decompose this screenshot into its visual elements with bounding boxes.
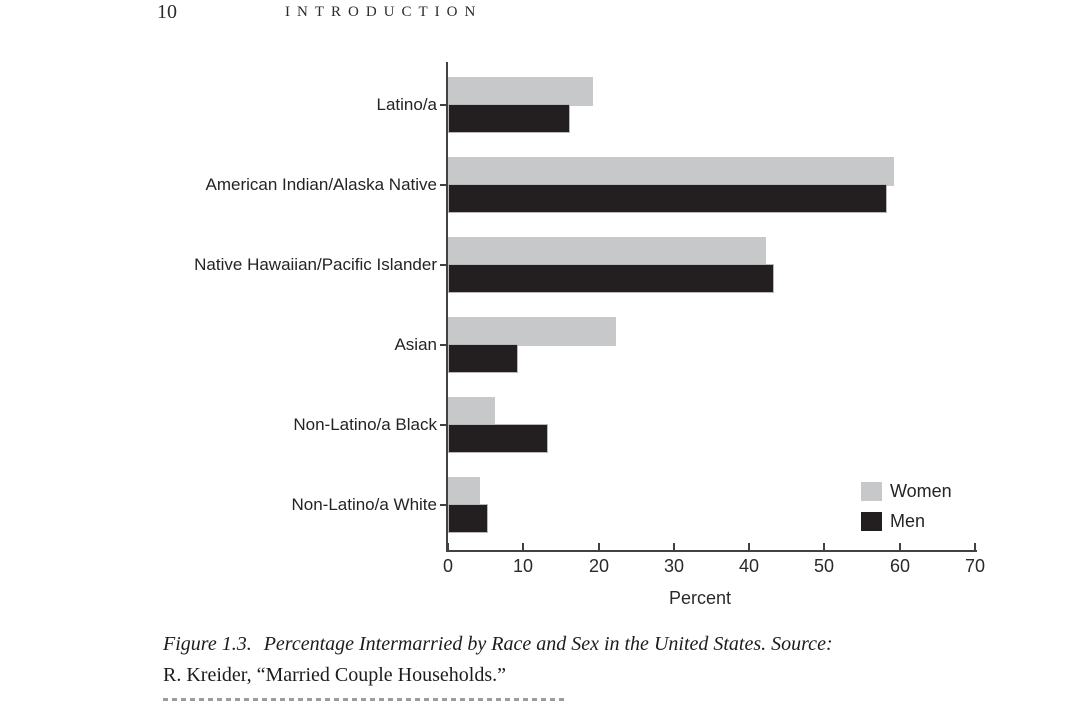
x-axis-line <box>446 550 977 552</box>
figure-caption-line1: Figure 1.3. Percentage Intermarried by Ra… <box>163 633 833 656</box>
x-tick-0 <box>447 543 449 550</box>
running-head-title: INTRODUCTION <box>285 4 483 20</box>
bar-men-non-latino-a-black <box>449 425 547 452</box>
x-tick-label-30: 30 <box>663 556 685 576</box>
x-tick-10 <box>522 543 524 550</box>
legend: Women Men <box>861 482 952 542</box>
figure-caption-line2: R. Kreider, “Married Couple Households.” <box>163 664 506 686</box>
bar-women-non-latino-a-white <box>449 478 479 505</box>
legend-label-men: Men <box>890 511 926 531</box>
x-tick-70 <box>974 543 976 550</box>
x-tick-20 <box>598 543 600 550</box>
clipped-text-line <box>163 698 565 701</box>
category-label-american-indian-alaska-native: American Indian/Alaska Native <box>205 175 437 194</box>
x-tick-50 <box>823 543 825 550</box>
x-tick-label-60: 60 <box>889 556 911 576</box>
bar-men-american-indian-alaska-native <box>449 185 886 212</box>
category-tick <box>440 264 446 266</box>
bar-women-latino-a <box>449 78 592 105</box>
x-axis-title: Percent <box>668 588 732 608</box>
x-tick-label-50: 50 <box>813 556 835 576</box>
bar-women-native-hawaiian-pacific-islander <box>449 238 765 265</box>
y-axis-line <box>446 62 448 552</box>
x-tick-60 <box>899 543 901 550</box>
page-number: 10 <box>157 1 177 23</box>
legend-swatch-women <box>861 482 882 501</box>
x-tick-40 <box>748 543 750 550</box>
bar-men-latino-a <box>449 105 569 132</box>
x-tick-label-10: 10 <box>512 556 534 576</box>
legend-item-men: Men <box>861 512 952 531</box>
bar-women-american-indian-alaska-native <box>449 158 893 185</box>
bar-women-asian <box>449 318 615 345</box>
category-label-asian: Asian <box>394 335 437 354</box>
bar-men-non-latino-a-white <box>449 505 487 532</box>
figure-caption-label: Figure 1.3. <box>163 633 252 655</box>
bar-men-native-hawaiian-pacific-islander <box>449 265 773 292</box>
category-tick <box>440 184 446 186</box>
category-label-non-latino-a-black: Non-Latino/a Black <box>293 415 437 434</box>
category-tick <box>440 424 446 426</box>
bar-women-non-latino-a-black <box>449 398 494 425</box>
category-label-native-hawaiian-pacific-islander: Native Hawaiian/Pacific Islander <box>194 255 437 274</box>
category-label-latino-a: Latino/a <box>376 95 438 114</box>
legend-swatch-men <box>861 512 882 531</box>
category-tick <box>440 104 446 106</box>
x-tick-label-40: 40 <box>738 556 760 576</box>
figure-caption-text: Percentage Intermarried by Race and Sex … <box>263 633 833 655</box>
legend-item-women: Women <box>861 482 952 501</box>
x-tick-label-70: 70 <box>964 556 986 576</box>
bar-men-asian <box>449 345 517 372</box>
category-tick <box>440 344 446 346</box>
legend-label-women: Women <box>890 481 952 501</box>
x-tick-label-20: 20 <box>588 556 610 576</box>
category-label-non-latino-a-white: Non-Latino/a White <box>291 495 437 514</box>
x-tick-30 <box>673 543 675 550</box>
category-tick <box>440 504 446 506</box>
x-tick-label-0: 0 <box>442 556 453 576</box>
